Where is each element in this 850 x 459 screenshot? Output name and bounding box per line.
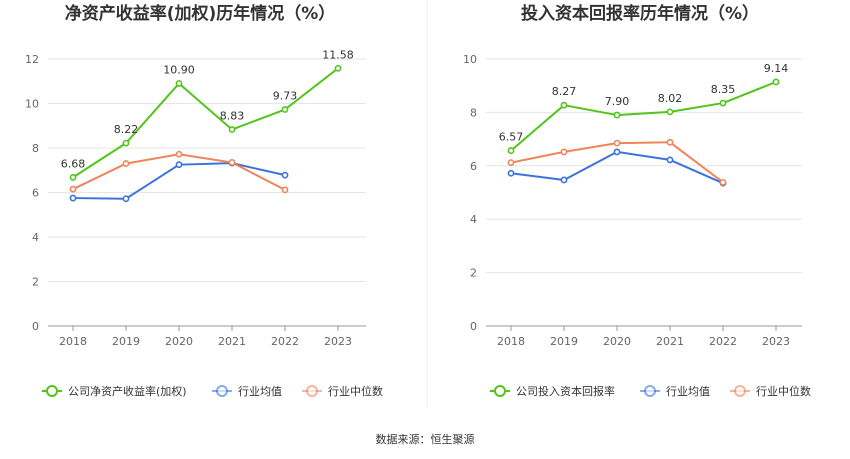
data-point bbox=[560, 176, 568, 184]
legend-item[interactable]: 行业均值 bbox=[640, 385, 710, 398]
data-point bbox=[613, 148, 621, 156]
legend-label: 行业均值 bbox=[666, 385, 710, 398]
y-tick-label: 10 bbox=[463, 53, 477, 66]
series-line bbox=[72, 153, 286, 191]
data-label: 8.83 bbox=[220, 110, 245, 123]
data-point bbox=[281, 171, 289, 179]
legend-item[interactable]: 公司净资产收益率(加权) bbox=[42, 384, 187, 398]
data-point bbox=[560, 148, 568, 156]
data-label: 8.27 bbox=[552, 85, 577, 98]
data-point bbox=[175, 80, 183, 87]
source-note: 数据来源：恒生聚源 bbox=[376, 432, 475, 446]
data-point bbox=[122, 195, 130, 203]
data-point bbox=[69, 173, 77, 181]
data-label: 8.22 bbox=[114, 123, 139, 136]
roe-chart-panel: 净资产收益率(加权)历年情况（%） 0 2 4 6 8 10 12 2018 2019 2020 2… bbox=[25, 3, 383, 398]
data-point bbox=[560, 101, 568, 109]
series-line bbox=[72, 162, 286, 200]
x-tick-label: 2019 bbox=[112, 335, 140, 348]
data-point bbox=[507, 147, 515, 154]
data-point bbox=[334, 64, 342, 72]
data-point bbox=[175, 161, 183, 169]
legend-label: 行业均值 bbox=[238, 385, 282, 398]
x-tick-label: 2018 bbox=[59, 335, 87, 348]
x-tick-label: 2023 bbox=[324, 335, 352, 348]
data-point bbox=[666, 138, 674, 146]
data-point bbox=[69, 194, 77, 202]
chart-title: 净资产收益率(加权)历年情况（%） bbox=[65, 3, 336, 24]
x-tick-label: 2022 bbox=[271, 335, 299, 348]
y-tick-label: 6 bbox=[32, 187, 39, 200]
legend-marker bbox=[734, 385, 746, 397]
y-tick-label: 4 bbox=[470, 213, 477, 226]
legend-marker bbox=[216, 385, 228, 397]
data-label: 6.68 bbox=[61, 157, 86, 170]
data-point bbox=[772, 78, 780, 86]
series-line bbox=[510, 81, 777, 152]
x-tick-label: 2020 bbox=[603, 335, 631, 348]
y-tick-label: 4 bbox=[32, 231, 39, 244]
y-tick-label: 0 bbox=[32, 320, 39, 333]
data-point bbox=[719, 178, 727, 186]
series-line bbox=[72, 67, 339, 179]
roic-chart-panel: 投入资本回报率历年情况（%） 0 2 4 6 8 10 2018 2019 2020 2021 20… bbox=[463, 3, 811, 398]
legend-marker bbox=[306, 385, 318, 397]
legend-marker bbox=[46, 385, 58, 397]
y-tick-label: 2 bbox=[470, 267, 477, 280]
y-tick-label: 2 bbox=[32, 276, 39, 289]
data-point bbox=[613, 111, 621, 119]
data-point bbox=[281, 186, 289, 194]
x-tick-label: 2022 bbox=[709, 335, 737, 348]
data-point bbox=[666, 108, 674, 116]
data-label: 7.90 bbox=[605, 95, 630, 108]
data-point bbox=[122, 139, 130, 147]
data-label: 6.57 bbox=[499, 131, 524, 144]
legend-item[interactable]: 公司投入资本回报率 bbox=[490, 384, 615, 398]
chart-title: 投入资本回报率历年情况（%） bbox=[521, 3, 759, 24]
y-tick-label: 8 bbox=[470, 106, 477, 119]
data-label: 8.02 bbox=[658, 92, 683, 105]
data-label: 9.73 bbox=[273, 90, 298, 103]
legend-marker bbox=[494, 385, 506, 397]
x-tick-label: 2023 bbox=[762, 335, 790, 348]
legend-item[interactable]: 行业中位数 bbox=[302, 384, 383, 398]
legend-label: 公司投入资本回报率 bbox=[516, 384, 615, 398]
x-tick-label: 2021 bbox=[656, 335, 684, 348]
x-tick-label: 2020 bbox=[165, 335, 193, 348]
legend-item[interactable]: 行业中位数 bbox=[730, 384, 811, 398]
data-label: 8.35 bbox=[711, 83, 736, 96]
data-point bbox=[719, 99, 727, 107]
data-point bbox=[122, 160, 130, 167]
data-label: 9.14 bbox=[764, 62, 789, 75]
legend-item[interactable]: 行业均值 bbox=[212, 385, 282, 398]
y-tick-label: 12 bbox=[25, 53, 39, 66]
data-point bbox=[281, 106, 289, 113]
y-tick-label: 0 bbox=[470, 320, 477, 333]
legend-label: 公司净资产收益率(加权) bbox=[68, 384, 187, 398]
y-tick-label: 10 bbox=[25, 98, 39, 111]
data-point bbox=[507, 169, 515, 177]
y-tick-label: 6 bbox=[470, 160, 477, 173]
legend-label: 行业中位数 bbox=[328, 384, 383, 398]
y-tick-label: 8 bbox=[32, 142, 39, 155]
data-point bbox=[228, 126, 236, 133]
data-point bbox=[69, 185, 77, 193]
data-label: 10.90 bbox=[163, 63, 195, 76]
data-point bbox=[507, 159, 515, 166]
legend-marker bbox=[644, 385, 656, 397]
legend-label: 行业中位数 bbox=[756, 384, 811, 398]
data-label: 11.58 bbox=[322, 48, 354, 61]
data-point bbox=[228, 159, 236, 166]
x-tick-label: 2019 bbox=[550, 335, 578, 348]
data-point bbox=[613, 139, 621, 147]
x-tick-label: 2021 bbox=[218, 335, 246, 348]
data-point bbox=[175, 150, 183, 158]
data-point bbox=[666, 156, 674, 164]
x-tick-label: 2018 bbox=[497, 335, 525, 348]
